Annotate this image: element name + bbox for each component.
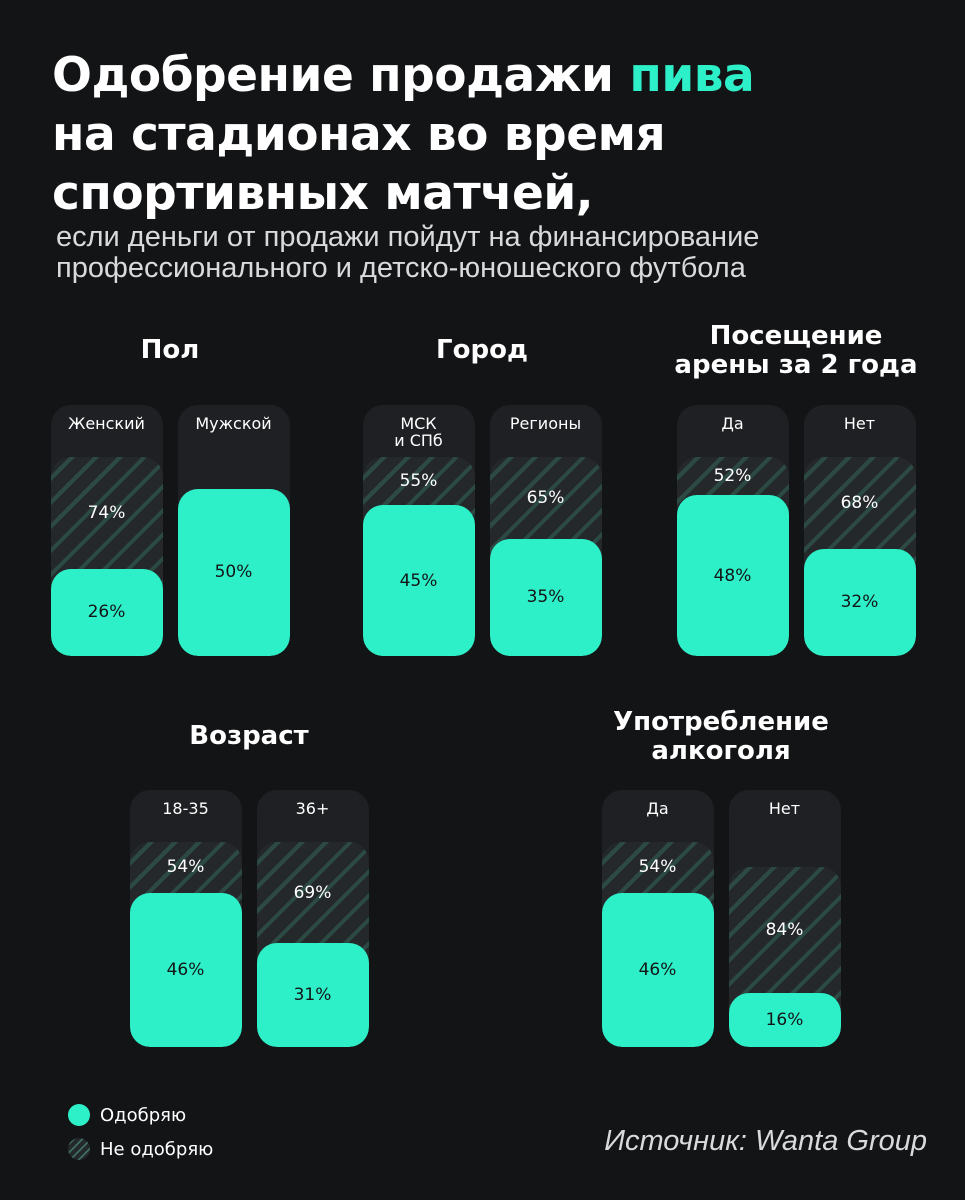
bar-category-label: Да	[721, 414, 744, 433]
page-title: Одобрение продажи пива на стадионах во в…	[52, 46, 755, 223]
legend-label-disapprove: Не одобряю	[100, 1138, 214, 1160]
bar-category-label-line: МСК	[400, 414, 437, 433]
value-label-disapprove: 68%	[840, 492, 879, 513]
group-title-line: Посещение	[709, 321, 883, 351]
value-label-disapprove: 55%	[399, 471, 438, 492]
bar-column: Нет 84% 16%	[728, 790, 841, 1047]
value-label-approve: 45%	[399, 570, 438, 591]
bar-column: Мужской 50%	[177, 405, 290, 656]
bar-segment-approve	[489, 538, 602, 656]
bar-column: Женский 74% 26%	[50, 405, 163, 656]
value-label-disapprove: 65%	[526, 487, 565, 508]
bar-segment-approve	[601, 892, 714, 1047]
value-label-disapprove: 52%	[713, 466, 752, 487]
value-label-disapprove: 69%	[293, 882, 332, 903]
bar-segment-approve	[728, 993, 841, 1047]
bar-category-label: Регионы	[509, 414, 582, 433]
title-line-1: Одобрение продажи пива	[52, 46, 755, 105]
bar-category-label: Женский	[68, 414, 145, 433]
bar-segment-approve	[676, 495, 789, 656]
bar-category-label: 18-35	[162, 799, 209, 818]
bar-column: 18-35 54% 46%	[129, 790, 242, 1047]
legend-label-approve: Одобряю	[100, 1104, 187, 1126]
value-label-approve: 31%	[293, 985, 332, 1006]
group-title: Пол	[140, 335, 200, 365]
bar-category-label: МСК и СПб	[363, 415, 475, 449]
legend: Одобряю Не одобряю	[68, 1104, 213, 1172]
bar-column: Да 52% 48%	[676, 405, 789, 656]
value-label-approve: 46%	[638, 959, 677, 980]
title-accent-word: пива	[629, 48, 755, 103]
group-title-line: алкоголя	[651, 736, 791, 766]
group-title-line: арены за 2 года	[674, 350, 918, 380]
value-label-disapprove: 84%	[765, 920, 804, 941]
bar-column: Регионы 65% 35%	[489, 405, 602, 656]
bar-segment-approve	[362, 505, 475, 656]
subtitle-line-2: профессионального и детско-юношеского фу…	[56, 252, 746, 284]
value-label-approve: 16%	[765, 1010, 804, 1031]
group-title-line: Употребление	[613, 707, 829, 737]
bar-category-label: Нет	[843, 414, 876, 433]
group-title: Город	[436, 335, 528, 365]
group-title: Возраст	[189, 721, 309, 751]
value-label-disapprove: 74%	[87, 502, 126, 523]
title-line-1-text: Одобрение продажи	[52, 48, 630, 103]
bar-segment-approve	[50, 568, 163, 656]
value-label-approve: 46%	[166, 959, 205, 980]
group-title: Употребление алкоголя	[561, 708, 881, 766]
subtitle-line-1: если деньги от продажи пойдут на финанси…	[56, 221, 760, 253]
value-label-approve: 35%	[526, 587, 565, 608]
title-line-3: спортивных матчей,	[52, 166, 594, 221]
value-label-approve: 50%	[214, 562, 253, 583]
value-label-disapprove: 54%	[166, 857, 205, 878]
bar-segment-approve	[256, 943, 369, 1047]
legend-item-approve: Одобряю	[68, 1104, 213, 1126]
bar-column: Да 54% 46%	[601, 790, 714, 1047]
bar-category-label-line: и СПб	[394, 431, 443, 450]
bar-column: Нет 68% 32%	[803, 405, 916, 656]
bar-segment-approve	[129, 892, 242, 1047]
legend-swatch-approve	[68, 1104, 90, 1126]
value-label-approve: 48%	[713, 565, 752, 586]
group-title: Посещение арены за 2 года	[636, 322, 956, 380]
value-label-approve: 32%	[840, 592, 879, 613]
bar-category-label: Да	[646, 799, 669, 818]
bar-category-label: Мужской	[195, 414, 272, 433]
value-label-approve: 26%	[87, 602, 126, 623]
source-note: Источник: Wanta Group	[604, 1125, 927, 1157]
bar-column: 36+ 69% 31%	[256, 790, 369, 1047]
bar-segment-approve	[803, 548, 916, 656]
bar-column: МСК и СПб 55% 45%	[362, 405, 475, 656]
value-label-disapprove: 54%	[638, 857, 677, 878]
legend-swatch-disapprove	[68, 1138, 90, 1160]
bar-segment-approve	[177, 488, 290, 656]
page-subtitle: если деньги от продажи пойдут на финанси…	[56, 222, 759, 284]
bar-category-label: 36+	[295, 799, 330, 818]
bar-category-label: Нет	[768, 799, 801, 818]
legend-item-disapprove: Не одобряю	[68, 1138, 213, 1160]
title-line-2: на стадионах во время	[52, 107, 666, 162]
